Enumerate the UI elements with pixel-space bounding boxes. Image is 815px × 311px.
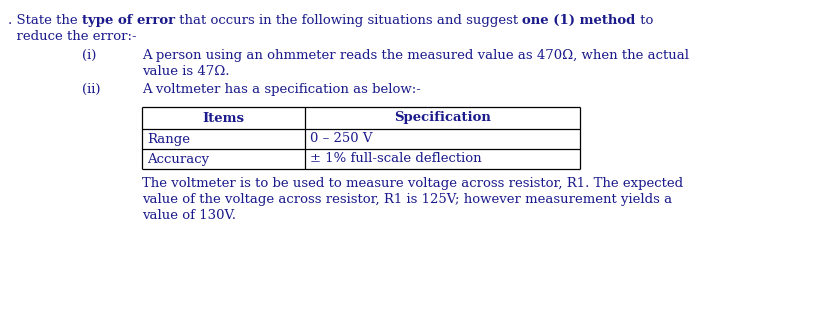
Text: (ii): (ii) <box>82 83 100 96</box>
Text: type of error: type of error <box>82 14 175 27</box>
Text: Accuracy: Accuracy <box>147 152 209 165</box>
Text: reduce the error:-: reduce the error:- <box>8 30 137 43</box>
Text: one (1) method: one (1) method <box>522 14 636 27</box>
Text: value of 130V.: value of 130V. <box>142 209 236 222</box>
Text: (i): (i) <box>82 49 96 62</box>
Text: The voltmeter is to be used to measure voltage across resistor, R1. The expected: The voltmeter is to be used to measure v… <box>142 177 683 190</box>
Text: that occurs in the following situations and suggest: that occurs in the following situations … <box>175 14 522 27</box>
Text: Specification: Specification <box>394 112 491 124</box>
Text: ± 1% full-scale deflection: ± 1% full-scale deflection <box>310 152 482 165</box>
Text: 0 – 250 V: 0 – 250 V <box>310 132 372 146</box>
Text: A person using an ohmmeter reads the measured value as 470Ω, when the actual: A person using an ohmmeter reads the mea… <box>142 49 689 62</box>
Text: . State the: . State the <box>8 14 82 27</box>
Text: Items: Items <box>202 112 244 124</box>
Text: value of the voltage across resistor, R1 is 125V; however measurement yields a: value of the voltage across resistor, R1… <box>142 193 672 206</box>
Text: Range: Range <box>147 132 190 146</box>
Text: to: to <box>636 14 653 27</box>
Text: A voltmeter has a specification as below:-: A voltmeter has a specification as below… <box>142 83 421 96</box>
Text: value is 47Ω.: value is 47Ω. <box>142 65 230 78</box>
